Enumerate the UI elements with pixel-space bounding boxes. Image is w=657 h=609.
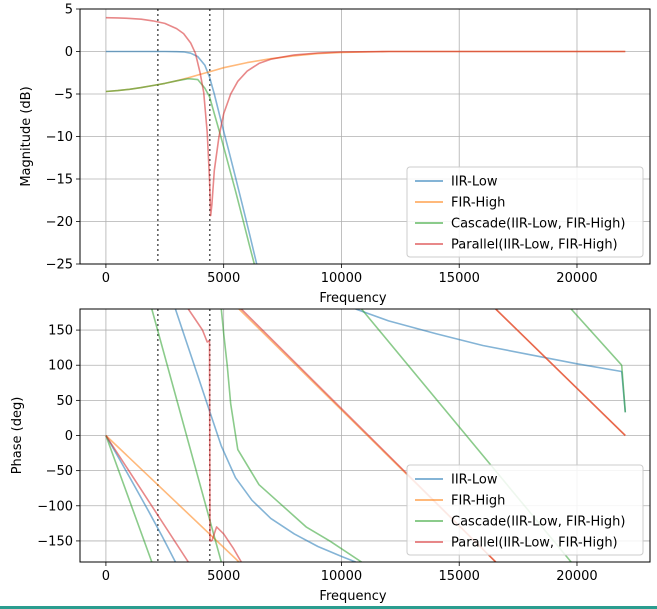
x-axis-label: Frequency xyxy=(319,589,386,604)
x-tick-label: 5000 xyxy=(207,569,240,584)
legend: IIR-Low FIR-High Cascade(IIR-Low, FIR-High… xyxy=(406,166,644,258)
ticks: 0 5000 10000 15000 20000 150 100 50 0 −50 −100 −150 xyxy=(37,324,597,584)
legend-label: IIR-Low xyxy=(451,473,498,488)
legend-label: Cascade(IIR-Low, FIR-High) xyxy=(451,515,625,530)
y-tick-label: −5 xyxy=(54,88,73,103)
series-line-1 xyxy=(174,309,356,562)
x-tick-label: 0 xyxy=(102,569,110,584)
legend: IIR-Low FIR-High Cascade(IIR-Low, FIR-High… xyxy=(406,464,644,556)
y-tick-label: −15 xyxy=(46,173,73,188)
x-tick-label: 0 xyxy=(102,271,110,286)
series-line-1 xyxy=(105,435,177,562)
series-line-4 xyxy=(105,16,626,217)
ticks: 0 5000 10000 15000 20000 5 0 −5 −10 −15 −20 −25 xyxy=(46,3,598,287)
y-tick-label: 50 xyxy=(56,394,73,409)
y-tick-label: 0 xyxy=(65,45,73,60)
legend-label: Parallel(IIR-Low, FIR-High) xyxy=(451,238,618,253)
y-tick-label: −20 xyxy=(46,215,73,230)
series-group xyxy=(105,16,626,264)
legend-label: IIR-Low xyxy=(451,175,498,190)
x-tick-label: 15000 xyxy=(439,271,480,286)
y-tick-label: 5 xyxy=(65,3,73,18)
y-tick-label: −150 xyxy=(37,534,73,549)
series-line-4 xyxy=(211,526,242,562)
series-line-3 xyxy=(620,365,627,413)
y-axis-label: Magnitude (dB) xyxy=(19,86,34,186)
panel-1: 0 5000 10000 15000 20000 5 0 −5 −10 −15 −20 −25 Freq… xyxy=(19,3,651,306)
legend-label: FIR-High xyxy=(451,494,505,509)
x-tick-label: 20000 xyxy=(556,271,597,286)
y-tick-label: 150 xyxy=(48,324,73,339)
x-tick-label: 10000 xyxy=(321,271,362,286)
y-tick-label: −50 xyxy=(46,464,73,479)
x-axis-label: Frequency xyxy=(319,291,386,306)
series-line-4 xyxy=(208,340,212,542)
series-line-1 xyxy=(355,309,622,373)
x-tick-label: 15000 xyxy=(439,569,480,584)
legend-box xyxy=(406,464,644,556)
series-line-3 xyxy=(570,309,623,366)
series-line-3 xyxy=(105,435,153,562)
y-tick-label: −25 xyxy=(46,258,73,273)
legend-label: FIR-High xyxy=(451,196,505,211)
y-tick-label: −100 xyxy=(37,499,73,514)
series-line-4 xyxy=(187,309,210,343)
x-tick-label: 10000 xyxy=(321,569,362,584)
series-line-3 xyxy=(105,77,256,264)
legend-label: Cascade(IIR-Low, FIR-High) xyxy=(451,217,625,232)
series-group xyxy=(105,309,627,562)
legend-label: Parallel(IIR-Low, FIR-High) xyxy=(451,536,618,551)
series-line-4 xyxy=(105,435,189,562)
x-tick-label: 20000 xyxy=(556,569,597,584)
y-axis-label: Phase (deg) xyxy=(10,397,25,475)
series-line-1 xyxy=(105,50,258,264)
x-tick-label: 5000 xyxy=(207,271,240,286)
series-line-2 xyxy=(105,434,240,562)
bottom-strip xyxy=(0,606,657,609)
series-line-4 xyxy=(495,309,626,437)
y-tick-label: 100 xyxy=(48,359,73,374)
series-line-3 xyxy=(220,309,362,562)
y-tick-label: −10 xyxy=(46,130,73,145)
panel-2: 0 5000 10000 15000 20000 150 100 50 0 −50 −100 −150… xyxy=(10,308,651,604)
panels: 0 5000 10000 15000 2000050−5−10−15−20−25Freq… xyxy=(10,3,651,604)
y-tick-label: 0 xyxy=(65,429,73,444)
legend-box xyxy=(406,166,644,258)
